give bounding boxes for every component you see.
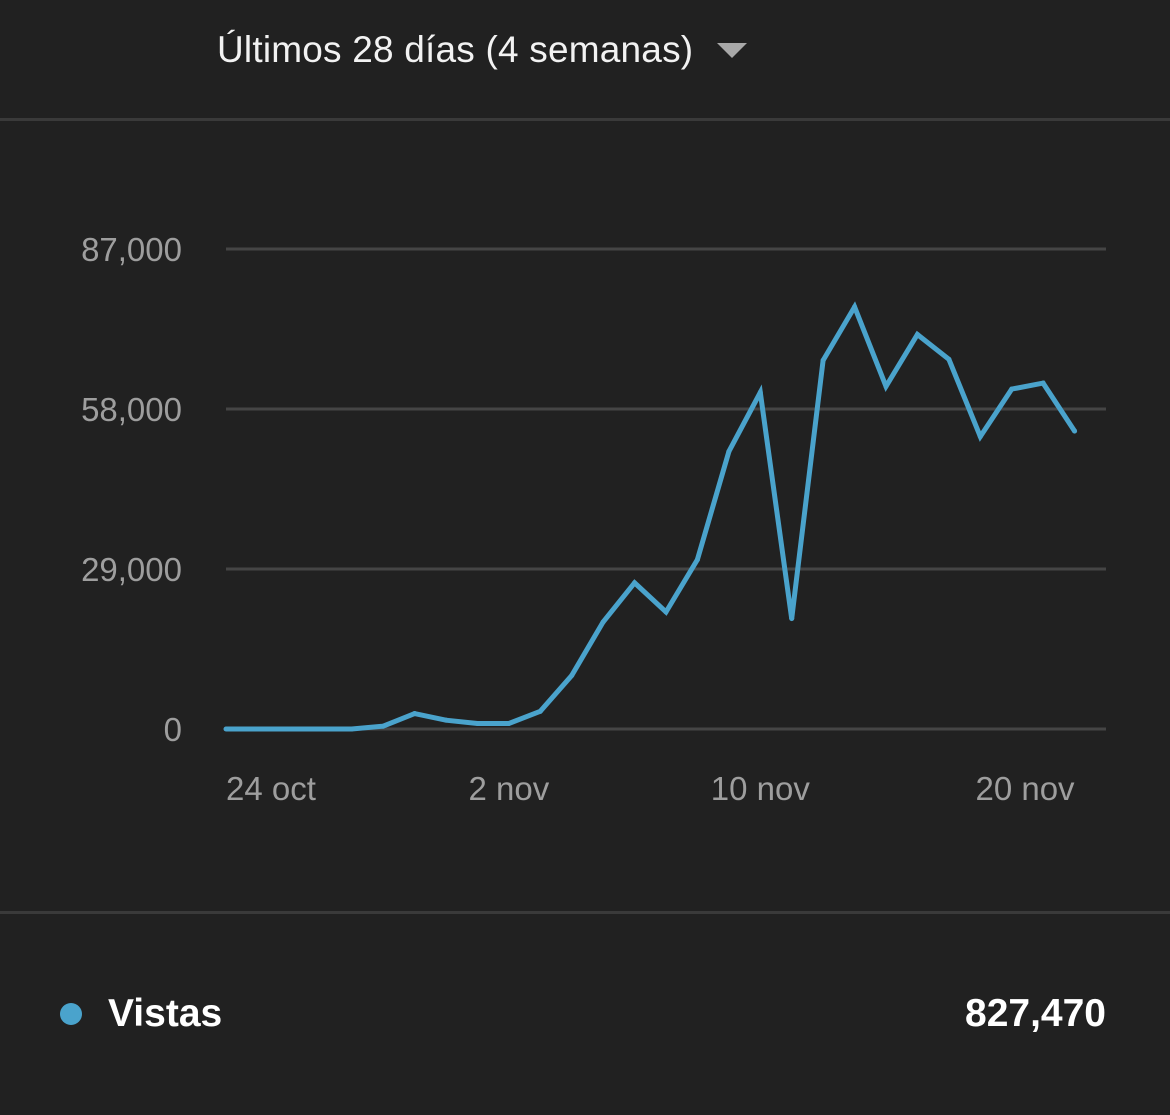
period-label: Últimos 28 días (4 semanas) — [217, 29, 694, 70]
data-point — [506, 720, 512, 726]
data-point — [852, 304, 858, 310]
data-point — [663, 609, 669, 615]
data-point — [883, 383, 889, 389]
data-point — [254, 726, 260, 732]
data-point — [1072, 428, 1078, 434]
legend-series-name: Vistas — [108, 992, 223, 1035]
y-tick-label: 58,000 — [81, 391, 182, 428]
data-point — [914, 332, 920, 338]
x-tick-label: 20 nov — [975, 770, 1075, 807]
x-tick-label: 10 nov — [711, 770, 811, 807]
y-tick-label: 87,000 — [81, 231, 182, 268]
chart-area: 0 29,000 58,000 87,000 24 oct 2 nov 10 nov 20 n… — [0, 121, 1170, 911]
legend-row-vistas[interactable]: Vistas 827,470 — [60, 989, 1106, 1039]
data-point — [977, 434, 983, 440]
series-line-0 — [226, 301, 1077, 732]
data-point — [820, 357, 826, 363]
line-chart: 0 29,000 58,000 87,000 24 oct 2 nov 10 nov 20 n… — [81, 231, 1106, 807]
data-point — [223, 726, 229, 732]
data-point — [537, 708, 543, 714]
data-point — [286, 726, 292, 732]
data-point — [443, 717, 449, 723]
data-point — [1040, 380, 1046, 386]
data-point — [380, 723, 386, 729]
data-point — [600, 619, 606, 625]
data-point — [789, 616, 795, 622]
data-point — [412, 711, 418, 717]
data-point — [474, 720, 480, 726]
legend-dot — [60, 1003, 82, 1025]
x-tick-label: 24 oct — [226, 770, 316, 807]
x-tick-label: 2 nov — [468, 770, 549, 807]
chevron-down-icon[interactable] — [717, 42, 748, 58]
data-point — [317, 726, 323, 732]
data-point — [726, 448, 732, 454]
data-point — [757, 389, 763, 395]
data-point — [1009, 386, 1015, 392]
data-point — [694, 557, 700, 563]
y-tick-label: 29,000 — [81, 551, 182, 588]
period-selector[interactable]: Últimos 28 días (4 semanas) — [217, 22, 748, 78]
legend-total-value: 827,470 — [965, 992, 1106, 1035]
data-point — [569, 672, 575, 678]
y-tick-label: 0 — [164, 711, 182, 748]
data-point — [632, 580, 638, 586]
data-point — [349, 726, 355, 732]
legend: Vistas 827,470 — [0, 911, 1170, 1115]
data-point — [946, 356, 952, 362]
header: Últimos 28 días (4 semanas) — [0, 0, 1170, 121]
